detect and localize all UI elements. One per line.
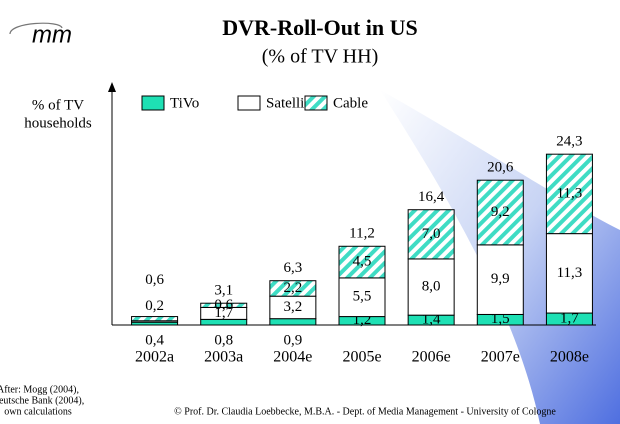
bar-segment (476, 244, 524, 315)
data-label: 1,7 (214, 305, 233, 321)
bar-segment (131, 316, 179, 322)
source-note: After: Mogg (2004), (0, 384, 79, 395)
total-label: 6,3 (283, 260, 302, 276)
data-label: 0,9 (283, 332, 302, 348)
x-tick-label: 2004e (273, 349, 312, 366)
legend-swatch (141, 95, 165, 111)
x-tick-label: 2005e (342, 349, 381, 366)
source-note: own calculations (4, 406, 72, 417)
data-label: 7,0 (422, 226, 441, 242)
legend-label: Cable (333, 95, 368, 111)
x-tick-label: 2002a (135, 349, 174, 366)
data-label: 9,2 (491, 204, 510, 220)
bar-segment (476, 179, 524, 246)
logo: mm (32, 21, 72, 48)
total-label: 24,3 (556, 134, 582, 150)
bar-segment (545, 233, 593, 314)
legend-label: TiVo (170, 95, 199, 111)
chart-title: DVR-Roll-Out in US (222, 15, 418, 40)
data-label: 1,7 (560, 310, 579, 326)
legend-label: Satellite (266, 95, 315, 111)
legend-swatch (237, 95, 261, 111)
x-tick-label: 2006e (412, 349, 451, 366)
copyright: © Prof. Dr. Claudia Loebbecke, M.B.A. - … (174, 406, 556, 417)
x-tick-label: 2008e (550, 349, 589, 366)
bar-segment (269, 318, 317, 326)
data-label: 0,6 (214, 297, 233, 313)
total-label: 3,1 (214, 283, 233, 299)
data-label: 8,0 (422, 278, 441, 294)
bar-segment (338, 277, 386, 318)
legend-swatch (304, 95, 328, 111)
bar-segment (200, 302, 248, 308)
data-label: 0,4 (145, 332, 164, 348)
logo-swash (9, 22, 63, 35)
total-label: 11,2 (349, 226, 375, 242)
y-axis-label: % of TV (32, 97, 84, 113)
total-label: 20,6 (487, 160, 514, 176)
y-axis-arrow (108, 82, 116, 92)
bar-segment (407, 209, 455, 260)
bar-segment (269, 280, 317, 297)
data-label: 2,2 (283, 280, 302, 296)
x-tick-label: 2007e (481, 349, 520, 366)
y-axis-label: households (24, 115, 92, 131)
x-tick-label: 2003a (204, 349, 243, 366)
source-note: Deutsche Bank (2004), (0, 395, 84, 406)
data-label: 0,8 (214, 332, 233, 348)
data-label: 1,5 (491, 311, 510, 327)
data-label: 9,9 (491, 271, 510, 287)
data-label: 0,6 (145, 272, 164, 288)
bar-segment (545, 153, 593, 235)
data-label: 5,5 (353, 289, 372, 305)
bar-segment (338, 245, 386, 279)
data-label: 11,3 (557, 265, 583, 281)
total-label: 16,4 (418, 189, 445, 205)
data-label: 0,2 (145, 298, 164, 314)
data-label: 4,5 (353, 254, 372, 270)
data-label: 3,2 (283, 299, 302, 315)
chart-subtitle: (% of TV HH) (262, 46, 378, 68)
data-label: 11,3 (557, 185, 583, 201)
